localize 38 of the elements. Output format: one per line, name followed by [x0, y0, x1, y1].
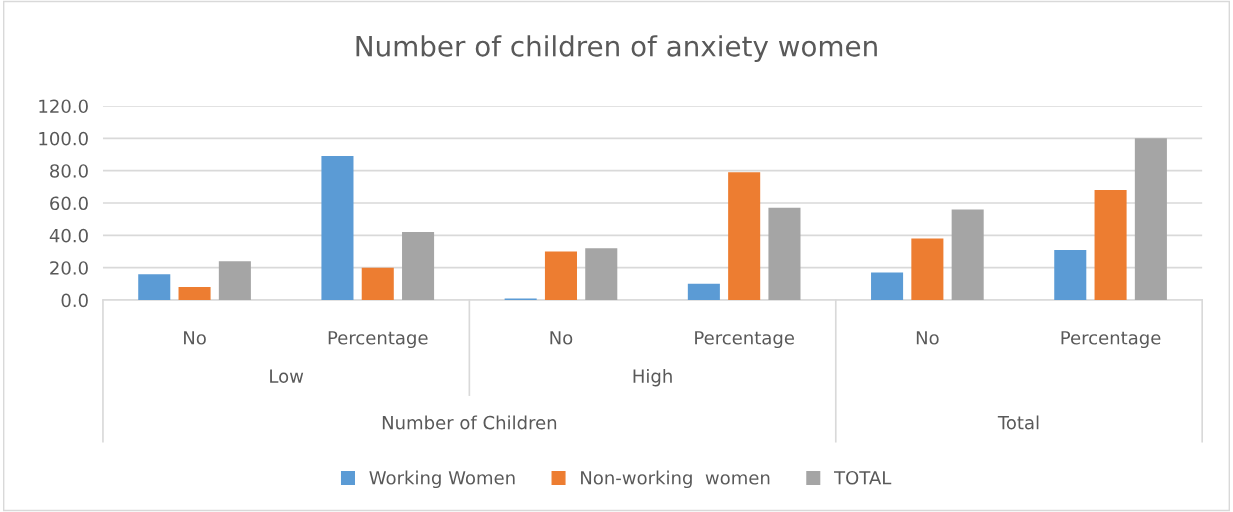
- bar: [585, 248, 618, 301]
- legend-label: TOTAL: [834, 470, 892, 485]
- bar: [402, 232, 435, 301]
- bar: [687, 283, 720, 301]
- bar: [1134, 138, 1167, 301]
- bar: [1094, 190, 1127, 301]
- bar: [911, 238, 944, 301]
- chart-title: Number of children of anxiety women: [356, 35, 877, 63]
- legend-label: Working Women: [369, 470, 515, 489]
- bar: [321, 156, 354, 301]
- y-tick-label: 60.0: [50, 196, 88, 211]
- text: Low: [270, 369, 304, 383]
- bar: [138, 274, 171, 301]
- bar: [1054, 249, 1087, 301]
- bar: [178, 287, 211, 301]
- y-tick-label: 100.0: [39, 131, 88, 146]
- y-tick-label: 40.0: [49, 228, 88, 243]
- bar: [768, 207, 801, 301]
- bar: [218, 261, 251, 301]
- text: High: [633, 368, 672, 387]
- text: Total: [997, 415, 1039, 430]
- x-tick-label: No: [916, 331, 939, 345]
- x-tick-label: Percentage: [1061, 331, 1161, 349]
- y-tick-label: 20.0: [50, 261, 88, 275]
- y-tick-label: 0.0: [61, 293, 88, 308]
- bar: [728, 172, 761, 301]
- x-tick-label: No: [184, 331, 206, 345]
- x-tick-label: Percentage: [328, 331, 428, 349]
- y-tick-label: 120.0: [39, 99, 88, 114]
- bar: [951, 209, 984, 301]
- text: Number of Children: [382, 415, 557, 430]
- bar: [871, 272, 904, 301]
- x-tick-label: Percentage: [695, 331, 794, 349]
- x-tick-label: No: [550, 331, 573, 345]
- y-tick-label: 80.0: [50, 164, 88, 178]
- bar: [544, 251, 577, 301]
- bar: [361, 267, 394, 301]
- legend-label: Non-working women: [581, 470, 770, 489]
